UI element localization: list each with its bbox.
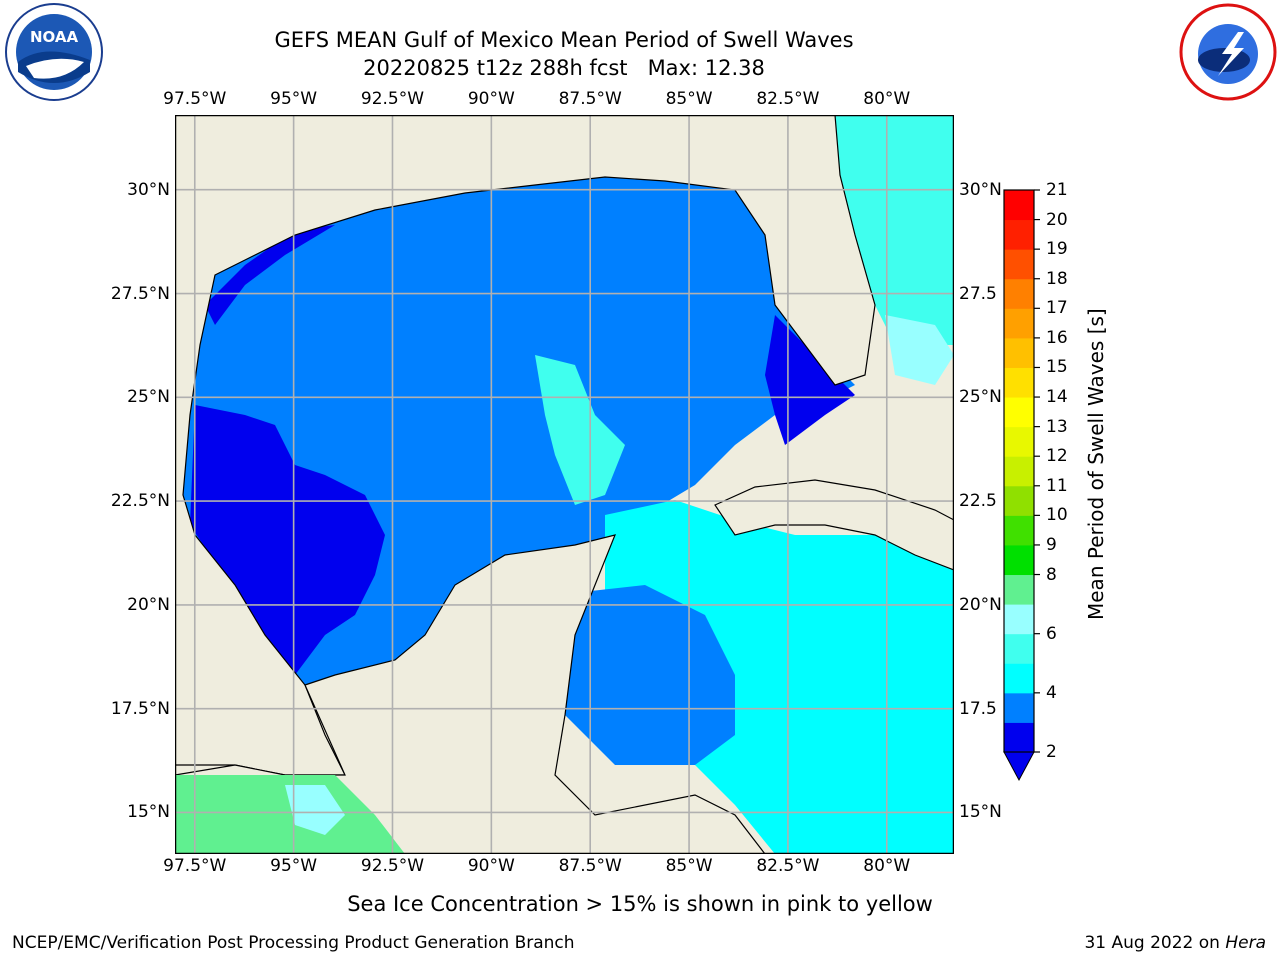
lat-label-right: 30°N (959, 179, 1002, 200)
lat-label-right: 22.5 (959, 491, 997, 512)
colorbar-tick-label: 19 (1046, 239, 1068, 260)
ocean-patch-cyan (535, 355, 625, 505)
colorbar-segment (1004, 190, 1034, 221)
colorbar-tick-label: 16 (1046, 327, 1068, 348)
colorbar-tick-label: 20 (1046, 209, 1068, 230)
lon-label-bottom: 97.5°W (163, 856, 227, 876)
lat-label-left: 20°N (127, 594, 170, 615)
lon-label-bottom: 82.5°W (756, 856, 820, 876)
map-frame (175, 115, 954, 854)
lon-label-top: 97.5°W (163, 89, 227, 109)
footer-date: 31 Aug 2022 on Hera (1084, 933, 1266, 953)
lat-label-left: 22.5°N (110, 491, 170, 512)
colorbar-segment (1004, 397, 1034, 428)
colorbar-segment (1004, 722, 1034, 753)
colorbar-tick-label: 4 (1046, 682, 1057, 703)
colorbar-segment (1004, 692, 1034, 723)
lat-label-right: 25°N (959, 387, 1002, 408)
lat-label-right: 20°N (959, 594, 1002, 615)
footer-date-text: 31 Aug 2022 on (1084, 933, 1226, 953)
colorbar-tick-label: 13 (1046, 416, 1068, 437)
nws-logo (1178, 2, 1278, 102)
lat-label-left: 30°N (127, 179, 170, 200)
colorbar-segment (1004, 604, 1034, 635)
colorbar-tick-label: 6 (1046, 623, 1057, 644)
lon-label-bottom: 85°W (665, 856, 713, 876)
colorbar-tick-label: 11 (1046, 475, 1068, 496)
graticule (175, 115, 954, 854)
colorbar-tick-label: 12 (1046, 446, 1068, 467)
lon-label-top: 82.5°W (756, 89, 820, 109)
lon-label-bottom: 90°W (467, 856, 515, 876)
map-plot (175, 115, 954, 854)
colorbar-segment (1004, 485, 1034, 516)
colorbar-segment (1004, 426, 1034, 457)
colorbar-tick-label: 8 (1046, 564, 1057, 585)
ocean-cyan-atlantic (885, 315, 954, 385)
lon-label-bottom: 95°W (270, 856, 318, 876)
colorbar-tick-label: 14 (1046, 387, 1068, 408)
colorbar-segment (1004, 456, 1034, 487)
chart-subtitle: 20220825 t12z 288h fcst Max: 12.38 (363, 56, 765, 80)
lon-label-bottom: 87.5°W (558, 856, 622, 876)
colorbar-segment (1004, 633, 1034, 664)
ocean-pacific-green (175, 775, 405, 854)
colorbar (1003, 189, 1040, 782)
chart-title: GEFS MEAN Gulf of Mexico Mean Period of … (274, 28, 854, 52)
lon-label-top: 90°W (467, 89, 515, 109)
noaa-logo: NOAA (4, 2, 104, 102)
colorbar-tick-label: 17 (1046, 298, 1068, 319)
lat-label-left: 15°N (127, 802, 170, 823)
colorbar-segment (1004, 663, 1034, 694)
lat-label-left: 25°N (127, 387, 170, 408)
lon-label-bottom: 80°W (863, 856, 911, 876)
ocean-atlantic (835, 115, 954, 345)
colorbar-frame (1003, 189, 1035, 753)
ocean-pacific-cyan (285, 785, 345, 835)
lon-label-bottom: 92.5°W (360, 856, 425, 876)
ocean-blue-band (545, 585, 735, 765)
lat-label-right: 15°N (959, 802, 1002, 823)
land-cuba (714, 479, 954, 571)
colorbar-segment (1004, 219, 1034, 250)
colorbar-segment (1004, 544, 1034, 576)
colorbar-tick-label: 10 (1046, 505, 1068, 526)
colorbar-segment (1004, 515, 1034, 546)
lat-label-left: 27.5°N (110, 283, 170, 304)
colorbar-tick-label: 18 (1046, 268, 1068, 289)
colorbar-extend-arrow (1003, 751, 1035, 782)
lon-label-top: 85°W (665, 89, 713, 109)
colorbar-segment (1004, 367, 1034, 398)
colorbar-tick-label: 2 (1046, 742, 1057, 762)
colorbar-segment (1004, 308, 1034, 339)
colorbar-segment (1004, 249, 1034, 280)
ocean-caribbean (605, 500, 954, 854)
lon-label-top: 92.5°W (360, 89, 425, 109)
colorbar-tick-label: 9 (1046, 534, 1057, 555)
colorbar-label: Mean Period of Swell Waves [s] (1084, 308, 1108, 620)
colorbar-segment (1004, 278, 1034, 309)
footer-credit: NCEP/EMC/Verification Post Processing Pr… (12, 933, 575, 953)
colorbar-segment (1004, 337, 1034, 368)
ocean-deep-west (190, 405, 385, 675)
noaa-logo-text: NOAA (30, 28, 79, 46)
land-mexico-south (175, 534, 766, 854)
ocean-deep-north (205, 225, 335, 325)
footer-host: Hera (1225, 933, 1266, 953)
colorbar-segment (1004, 574, 1034, 605)
colorbar-tick-label: 15 (1046, 357, 1068, 378)
lat-label-right: 27.5 (959, 283, 997, 304)
colorbar-tick-label: 21 (1046, 180, 1068, 200)
lat-label-right: 17.5 (959, 698, 997, 719)
lat-label-left: 17.5°N (110, 698, 170, 719)
lon-label-top: 80°W (863, 89, 911, 109)
sea-ice-note: Sea Ice Concentration > 15% is shown in … (347, 892, 933, 916)
lon-label-top: 95°W (270, 89, 318, 109)
lon-label-top: 87.5°W (558, 89, 622, 109)
